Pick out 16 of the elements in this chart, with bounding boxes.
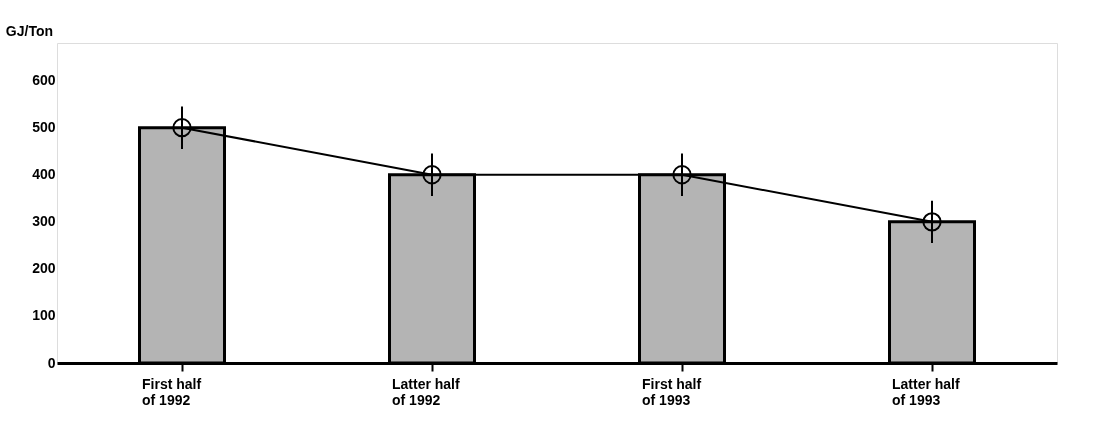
y-tick-label: 300 [32,213,56,230]
point [172,118,192,138]
y-tick-label: 200 [32,260,56,277]
x-tick-label: First half of 1993 [642,375,702,408]
point [922,212,942,232]
x-tick-label: Latter half of 1992 [392,375,461,408]
x-tick-label: Latter half of 1993 [892,375,961,408]
y-tick-label: 500 [32,119,56,136]
x-tick-label: First half of 1992 [142,375,202,408]
y-tick-label: 600 [32,72,56,89]
y-tick-label: 100 [32,307,56,324]
y-axis-title: GJ/Ton [5,23,53,39]
point [422,165,442,185]
y-tick-label: 0 [47,354,56,371]
y-tick-label: 400 [32,166,56,183]
point [672,165,692,185]
